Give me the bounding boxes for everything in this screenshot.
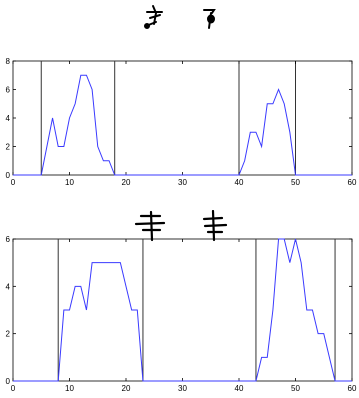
- y-tick-label: 2: [6, 143, 11, 152]
- x-tick-label: 30: [178, 384, 187, 393]
- x-tick-label: 60: [348, 384, 357, 393]
- handwritten-glyph-icon: [202, 210, 228, 242]
- x-tick-label: 30: [178, 178, 187, 187]
- series-line: [13, 238, 352, 382]
- chart-1-svg: 0 10 20 30 40 50 60 0 2 4 6 8: [6, 57, 357, 187]
- handwritten-glyph-icon: [203, 9, 216, 29]
- bottom-glyph-row: [0, 210, 359, 250]
- chart-2-svg: 0 10 20 30 40 50 60 0 2 4 6: [6, 236, 357, 393]
- y-tick-label: 2: [6, 330, 11, 339]
- x-tick-label: 10: [65, 178, 74, 187]
- x-tick-label: 40: [235, 384, 244, 393]
- y-tick-label: 6: [6, 236, 11, 244]
- x-tick-label: 0: [11, 178, 16, 187]
- x-tick-label: 60: [348, 178, 357, 187]
- x-tick-label: 20: [122, 384, 131, 393]
- plot-frame: [12, 60, 353, 176]
- handwritten-glyph-icon: [144, 5, 163, 29]
- y-tick-label: 0: [6, 171, 11, 180]
- top-glyph-row: [0, 0, 359, 40]
- x-tick-label: 40: [235, 178, 244, 187]
- x-tick-label: 20: [122, 178, 131, 187]
- chart-1: 0 10 20 30 40 50 60 0 2 4 6 8: [0, 55, 359, 190]
- series-line: [13, 74, 352, 176]
- y-tick-label: 8: [6, 57, 11, 66]
- y-tick-label: 4: [6, 114, 11, 123]
- x-tick-label: 50: [291, 384, 300, 393]
- bottom-glyph-canvas: [134, 210, 228, 242]
- x-tick-label: 10: [65, 384, 74, 393]
- y-tick-label: 0: [6, 377, 11, 386]
- chart-2: 0 10 20 30 40 50 60 0 2 4 6: [0, 236, 359, 398]
- y-tick-label: 4: [6, 282, 11, 291]
- x-tick-label: 0: [11, 384, 16, 393]
- handwritten-glyph-icon: [134, 210, 166, 242]
- y-tick-label: 6: [6, 86, 11, 95]
- top-glyph-canvas: [144, 5, 216, 29]
- x-tick-label: 50: [291, 178, 300, 187]
